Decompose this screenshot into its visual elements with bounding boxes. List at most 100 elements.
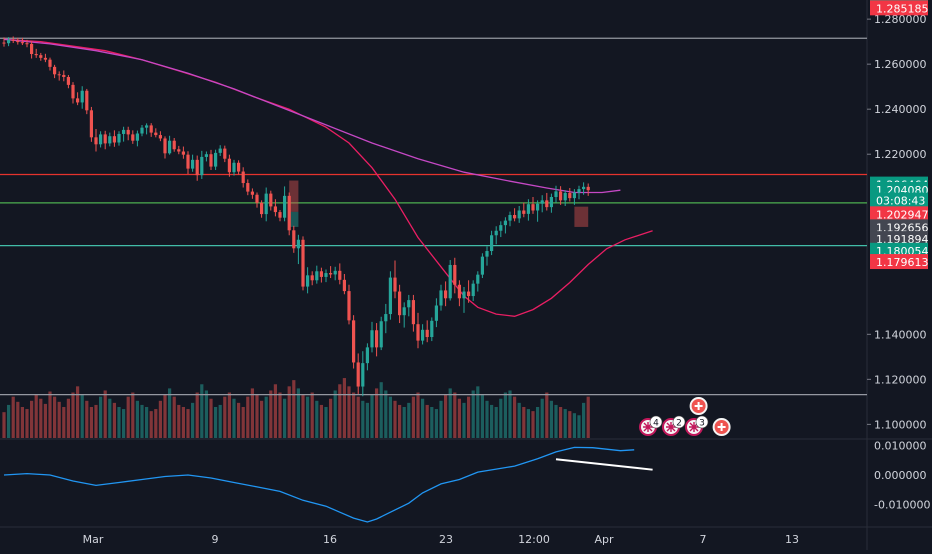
volume-bar [246,396,250,438]
candle [62,70,66,82]
volume-bar [430,407,434,438]
candle [365,343,369,371]
candle-body [549,196,553,208]
volume-bar [356,396,360,438]
candle-body [71,84,75,99]
time-tick-label: 7 [700,533,707,546]
candle-body [186,154,190,169]
volume-bar [195,392,199,438]
price-label-box [870,219,928,235]
volume-bar [43,403,47,438]
candle [296,234,300,265]
candle-body [430,320,434,338]
candle-body [582,186,586,190]
volume-bar [223,396,227,438]
candle [89,106,93,142]
candle [278,210,282,222]
volume-bar [283,398,287,438]
candle-body [122,129,126,134]
candle-body [480,256,484,275]
candle-body [264,193,268,215]
volume-bar [467,396,471,438]
candle-body [177,149,181,152]
candle [375,323,379,357]
candle [494,226,498,245]
candle-body [356,362,360,387]
volume-bar [11,396,15,438]
candle-body [99,134,103,145]
volume-bar [522,407,526,438]
candle [255,192,259,208]
volume-bar [117,407,121,438]
volume-bar [131,392,135,438]
candle-body [195,159,199,176]
event-marker-4: 4 [639,415,663,436]
candle [71,82,75,104]
candle-body [563,192,567,201]
volume-bar [375,388,379,438]
volume-bar [388,396,392,438]
volume-bar [71,392,75,438]
candle-body [517,210,521,219]
candle-body [117,133,121,143]
candle-body [411,300,415,325]
candle-body [103,134,107,144]
candle [448,260,452,301]
volume-bar [48,391,52,438]
candle-body [572,192,576,199]
time-tick-label: 16 [323,533,337,546]
candle-body [218,148,222,153]
candle-body [384,314,388,322]
candle-body [545,200,549,208]
candle [200,150,204,179]
candle-body [393,277,397,292]
price-label-box [870,206,928,222]
volume-bar [191,402,195,438]
candle-body [7,39,11,44]
volume-bar [89,407,93,438]
candle-body [246,183,250,192]
volume-bar [476,386,480,438]
price-tick-label: 1.120000 [874,373,927,386]
candle-body [85,90,89,111]
plus-icon [717,423,726,431]
volume-bar [301,394,305,438]
candle-body [402,307,406,316]
candle-body [273,206,277,213]
candle-body [526,204,530,214]
volume-bar [264,396,268,438]
volume-bar [324,407,328,438]
candle-body [559,191,563,201]
candle [108,132,112,147]
candle-body [66,76,70,85]
candle [301,236,305,291]
price-label: 1.285185 [870,0,929,16]
candle [191,154,195,172]
volume-bar [393,400,397,438]
volume-bar [149,411,153,438]
volume-bar [255,394,259,438]
price-label-box [870,242,928,258]
candle-body [577,189,581,193]
candle-body [237,162,241,172]
candle-body [310,275,314,281]
volume-bar [112,402,116,438]
candle [572,189,576,205]
indicator-tick-label: 0.000000 [874,469,927,482]
candle [76,92,80,106]
volume-bar [536,407,540,438]
volume-bar [453,392,457,438]
candle [99,131,103,148]
volume-bar [494,407,498,438]
candle [145,123,149,135]
volume-bar [237,402,241,438]
candle-body [11,39,15,41]
candle-body [531,204,535,211]
candle-body [467,291,471,297]
volume-bar [315,400,319,438]
candle [370,321,374,353]
volume-bar [545,392,549,438]
volume-bar [209,398,213,438]
candle-body [62,74,66,77]
price-label-box [870,254,928,270]
